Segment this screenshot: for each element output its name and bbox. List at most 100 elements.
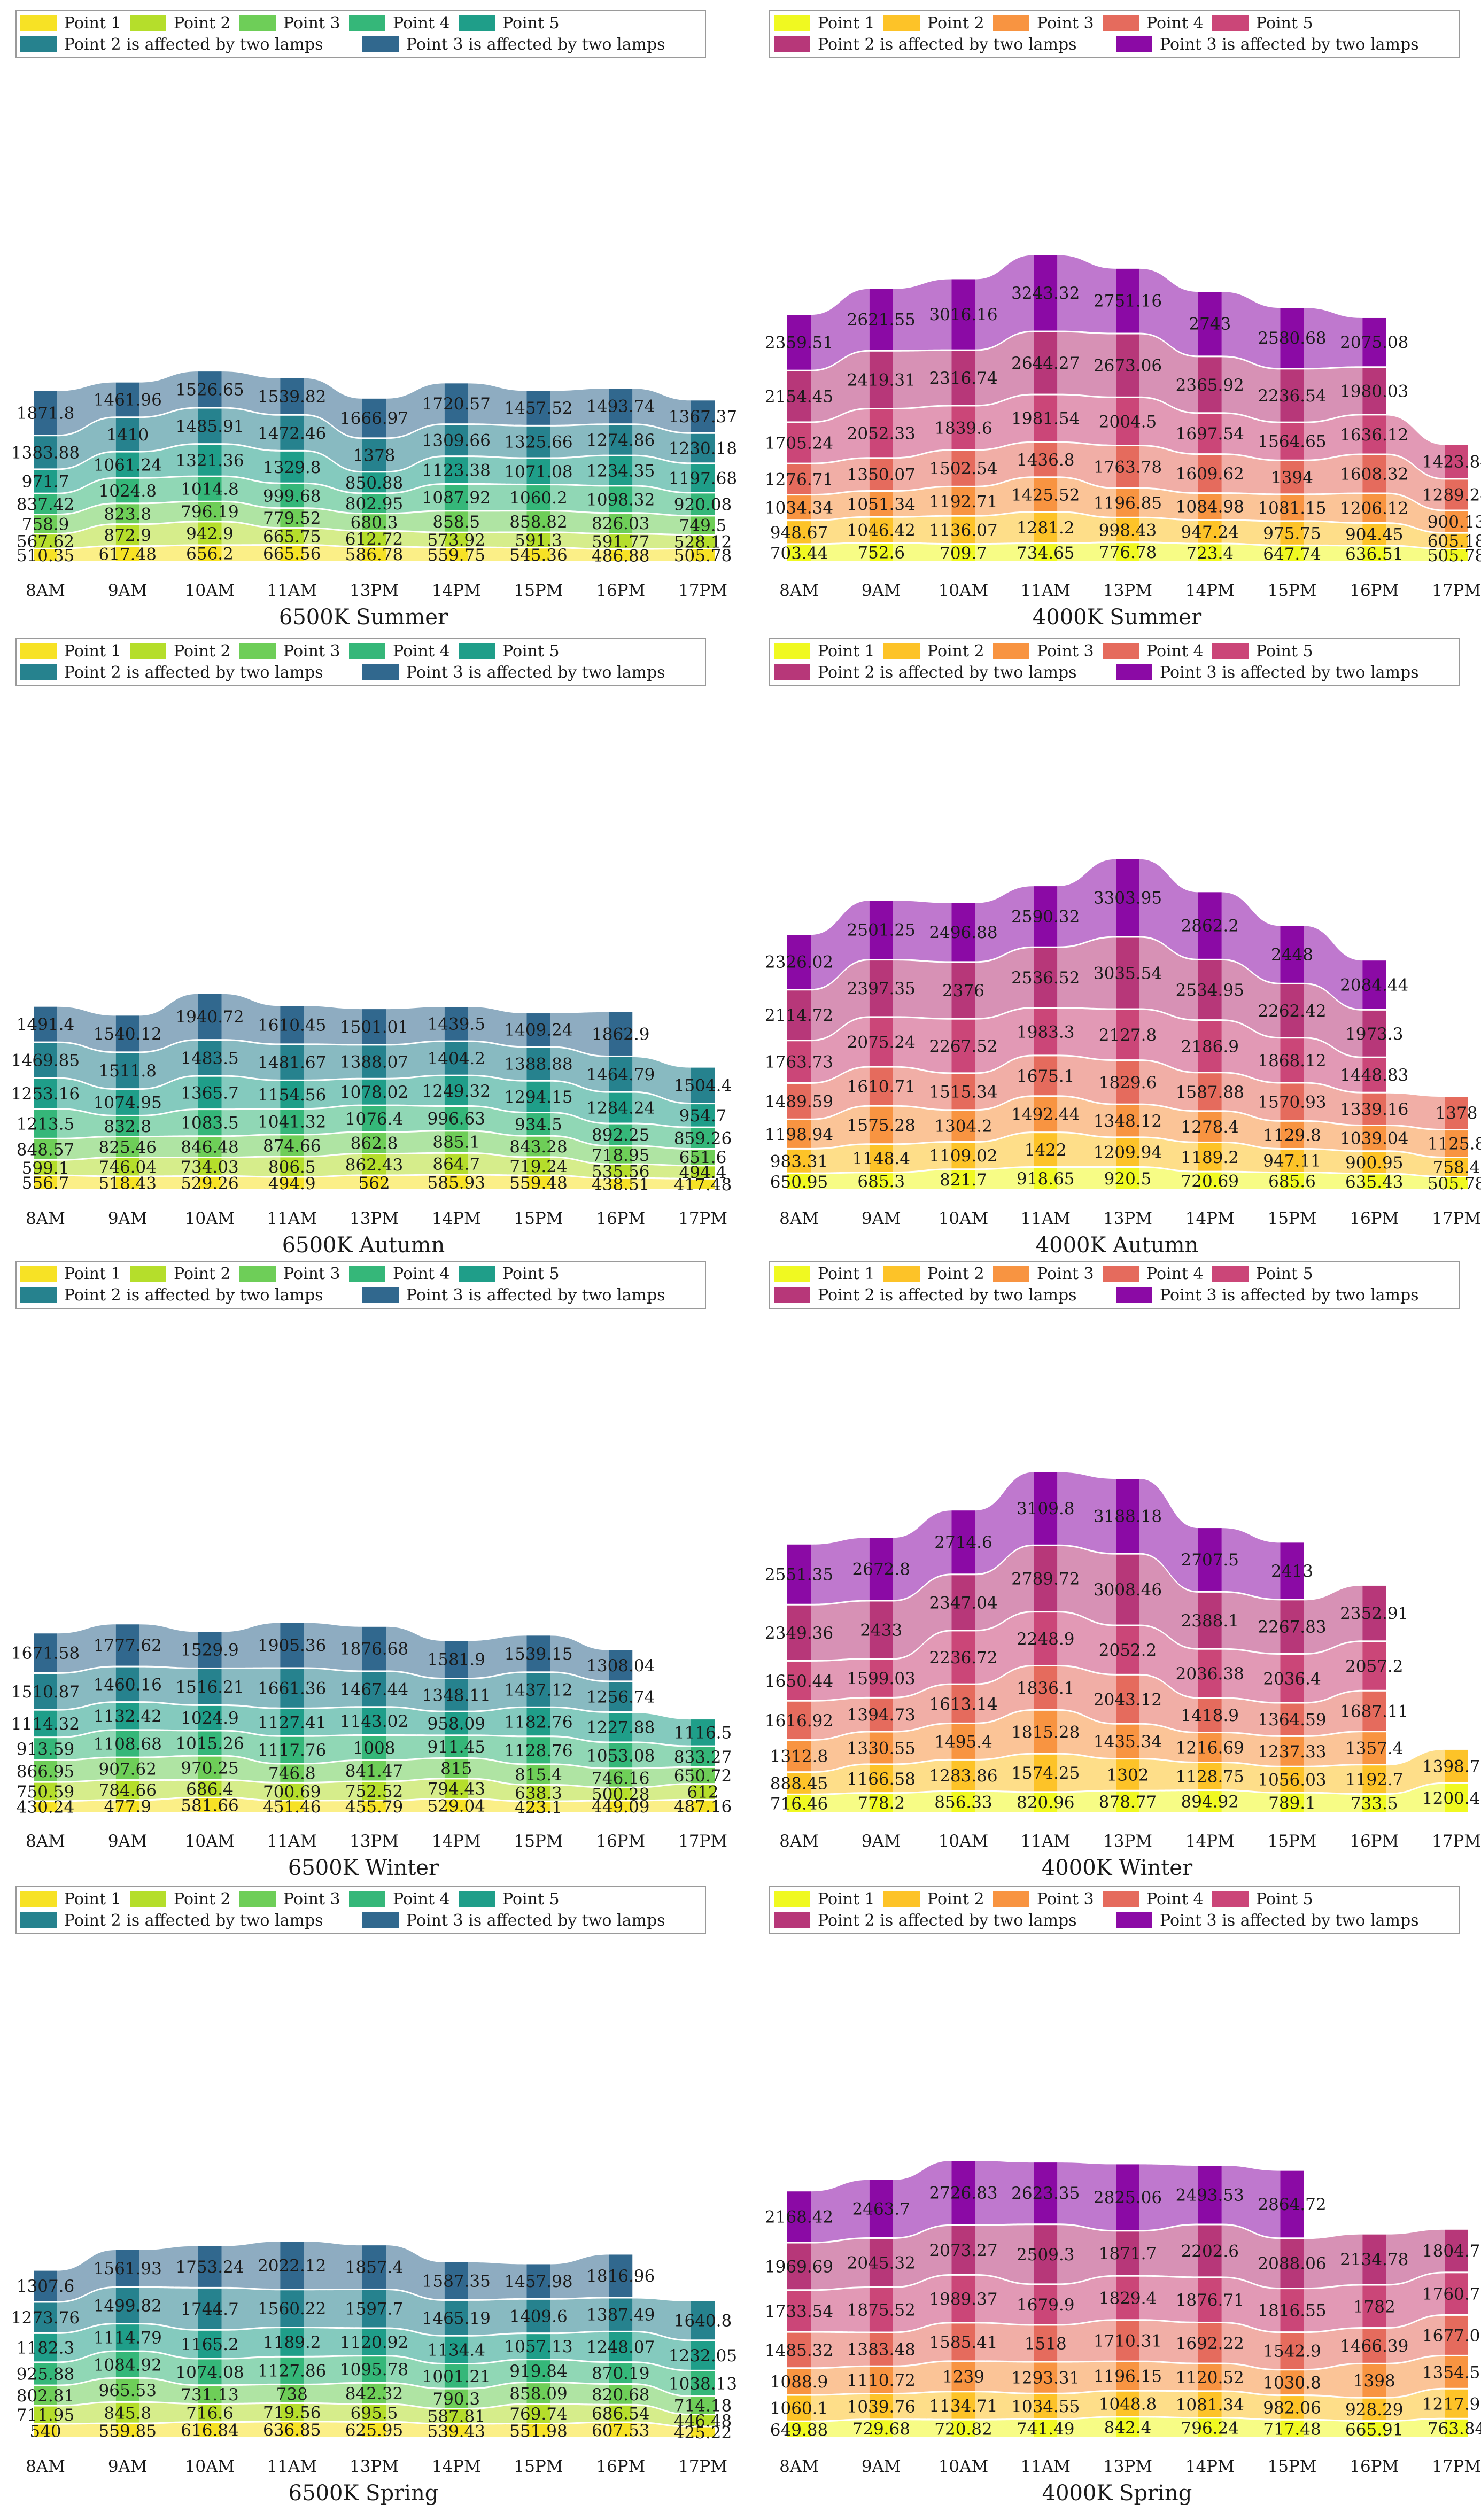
bar-point7-13PM	[1116, 859, 1139, 936]
bar-point4-16PM	[1362, 2329, 1386, 2363]
flow-point6-11AM	[304, 415, 362, 471]
flow-point4-13PM	[1139, 1675, 1198, 1732]
value-label: 1354.52	[1422, 2363, 1481, 2382]
flow-point5-13PM	[386, 2329, 445, 2363]
bar-point1-14PM	[444, 548, 468, 561]
flow-point7-15PM	[550, 1635, 609, 1681]
legend-label: Point 1	[64, 1265, 121, 1283]
flow-point6-16PM	[632, 425, 691, 463]
flow-point5-8AM	[811, 2288, 870, 2332]
bar-point7-10AM	[951, 279, 975, 350]
value-label: 1425.52	[1011, 485, 1080, 505]
flow-point1-15PM	[1304, 2420, 1363, 2437]
bar-point3-14PM	[444, 1758, 468, 1778]
value-label: 1465.19	[422, 2309, 491, 2328]
alluvial-chart-p4: 650.95983.311198.941489.591763.732114.72…	[765, 638, 1481, 1258]
value-label: 1744.7	[181, 2300, 238, 2319]
legend-swatch	[774, 1912, 810, 1928]
bar-point2-9AM	[869, 1765, 893, 1793]
value-label: 591.3	[515, 531, 562, 550]
value-label: 919.84	[509, 2362, 567, 2381]
flow-point3-13PM	[1139, 1105, 1198, 1142]
bar-point4-11AM	[280, 2357, 304, 2384]
legend-label: Point 2 is affected by two lamps	[818, 1286, 1077, 1305]
value-label: 636.51	[1345, 545, 1403, 564]
value-label: 1165.2	[181, 2335, 238, 2354]
value-label: 1981.54	[1011, 409, 1080, 429]
bar-point4-16PM	[609, 1743, 633, 1768]
value-label: 1804.72	[1422, 2242, 1481, 2261]
flow-point4-11AM	[304, 1106, 362, 1134]
bar-point7-14PM	[1198, 892, 1222, 959]
value-label: 1014.8	[181, 480, 238, 499]
value-label: 650.95	[770, 1173, 828, 1192]
flow-point3-8AM	[811, 1732, 870, 1772]
value-label: 1469.85	[11, 1051, 80, 1071]
bar-point6-8AM	[787, 371, 811, 422]
flow-point5-14PM	[468, 457, 527, 484]
flow-point5-15PM	[550, 2332, 609, 2362]
bar-point6-13PM	[1116, 1554, 1139, 1625]
panel-4000k-winter: 716.46 888.45 1312.8 1616.92 1650.44 2349.36 2…	[765, 1261, 1481, 1880]
bar-point7-13PM	[1116, 268, 1139, 333]
value-label: 1061.24	[94, 456, 162, 475]
value-label: 2825.06	[1094, 2188, 1162, 2207]
bar-point1-13PM	[362, 1176, 386, 1189]
bar-point6-15PM	[1280, 1600, 1304, 1653]
value-label: 617.48	[99, 545, 157, 564]
bar-point2-8AM	[34, 1782, 57, 1801]
value-label: 1398.75	[1422, 1757, 1481, 1776]
flow-point3-11AM	[1057, 1710, 1116, 1758]
flow-point6-16PM	[1386, 2229, 1445, 2284]
x-tick-label: 17PM	[1432, 1209, 1481, 1228]
flow-point7-9AM	[139, 371, 198, 417]
flow-point4-10AM	[975, 1666, 1034, 1723]
x-tick-label: 16PM	[596, 1832, 645, 1851]
bar-point1-13PM	[362, 547, 386, 561]
bar-point5-14PM	[1198, 1649, 1222, 1697]
flow-point3-13PM	[1139, 489, 1198, 519]
bar-point3-11AM	[1034, 1097, 1058, 1132]
flow-point5-10AM	[221, 1705, 281, 1735]
bar-point3-17PM	[1445, 511, 1468, 532]
value-label: 741.49	[1017, 2420, 1074, 2439]
legend-label: Point 3 is affected by two lamps	[1160, 663, 1419, 682]
bar-point4-11AM	[280, 1110, 304, 1134]
flow-point5-16PM	[1386, 415, 1445, 478]
bar-point6-11AM	[280, 2290, 304, 2327]
x-tick-label: 16PM	[1350, 581, 1399, 600]
bar-point1-9AM	[869, 1173, 893, 1189]
flows	[57, 371, 691, 561]
value-label: 1074.95	[94, 1093, 162, 1112]
flow-point3-15PM	[1304, 2364, 1363, 2397]
bar-point4-11AM	[1034, 443, 1058, 477]
value-label: 749.5	[679, 516, 727, 536]
bar-point6-10AM	[951, 963, 975, 1018]
value-label: 2248.9	[1017, 1630, 1074, 1649]
flow-point1-15PM	[1304, 546, 1363, 561]
bar-point3-17PM	[691, 1149, 715, 1165]
x-tick-label: 8AM	[26, 1209, 65, 1228]
bar-point5-14PM	[1198, 2278, 1222, 2322]
bar-point5-15PM	[526, 459, 550, 484]
value-label: 1120.52	[1176, 2368, 1244, 2387]
value-label: 1197.68	[669, 469, 737, 488]
bar-point1-14PM	[444, 1175, 468, 1189]
x-tick-label: 15PM	[1267, 2457, 1316, 2476]
value-label: 1330.55	[847, 1739, 916, 1758]
bar-point3-11AM	[280, 509, 304, 528]
bar-point6-11AM	[280, 415, 304, 450]
x-tick-label: 10AM	[939, 1209, 989, 1228]
bar-point3-13PM	[1116, 2362, 1139, 2390]
value-label: 862.8	[351, 1134, 398, 1153]
flow-point2-11AM	[304, 529, 362, 546]
bar-point4-10AM	[198, 1110, 222, 1136]
bar-point1-14PM	[444, 1799, 468, 1812]
value-label: 1816.55	[1258, 2301, 1326, 2321]
legend-swatch	[20, 36, 57, 52]
bar-point6-14PM	[444, 2300, 468, 2335]
flow-point3-14PM	[468, 511, 527, 532]
value-label: 1008	[353, 1739, 396, 1758]
flow-point6-11AM	[1057, 332, 1116, 397]
value-label: 999.68	[263, 486, 321, 506]
